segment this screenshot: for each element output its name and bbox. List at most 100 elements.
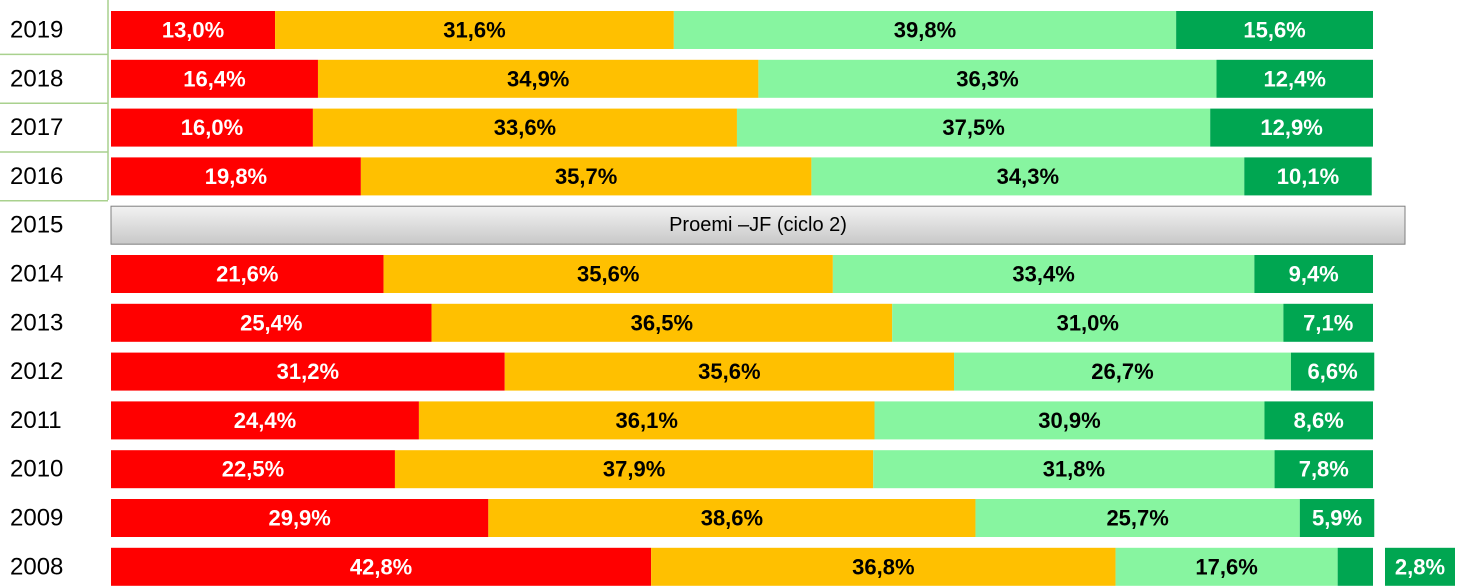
bar-segment: [111, 11, 276, 49]
bar-segment: [111, 499, 489, 537]
value-label: 38,6%: [701, 506, 763, 531]
value-label: 37,9%: [603, 457, 665, 482]
bar-segment: [111, 450, 395, 489]
value-label: 7,8%: [1299, 457, 1349, 482]
bar-segment: [1115, 547, 1338, 586]
bar-segment: [394, 450, 874, 489]
value-label: 33,6%: [494, 115, 556, 140]
bar-segment: [1216, 59, 1373, 98]
value-label: 21,6%: [216, 262, 278, 287]
category-label: 2016: [10, 163, 63, 190]
value-label: 30,9%: [1038, 408, 1100, 433]
value-label: 25,4%: [240, 310, 302, 335]
bar-segment: [111, 255, 384, 293]
value-label: 13,0%: [162, 18, 224, 43]
bar-segment: [1244, 157, 1372, 196]
value-label: 16,4%: [183, 66, 245, 91]
value-label: 22,5%: [222, 457, 284, 482]
bar-segment: [488, 499, 976, 537]
bar-segment: [111, 59, 318, 98]
annotation: Proemi –JF (ciclo 2): [669, 214, 847, 236]
value-label: 7,1%: [1303, 310, 1353, 335]
value-label: 10,1%: [1277, 164, 1339, 189]
value-label: 37,5%: [942, 115, 1004, 140]
bar-segment: [892, 303, 1284, 342]
value-label: 24,4%: [234, 408, 296, 433]
value-label: 19,8%: [205, 164, 267, 189]
value-label: 26,7%: [1091, 359, 1153, 384]
bar-segment: [1210, 108, 1373, 147]
bar-segment: [111, 352, 505, 391]
bar-segment: [1283, 303, 1373, 342]
value-label: 35,7%: [555, 164, 617, 189]
bar-segment: [418, 401, 875, 440]
value-label: 35,6%: [577, 262, 639, 287]
bar-segment: [1274, 450, 1373, 489]
bar-segment: [317, 59, 759, 98]
category-label: 2013: [10, 309, 63, 336]
value-label: 6,6%: [1308, 359, 1358, 384]
bar-segment: [383, 255, 833, 293]
label-box: [1385, 547, 1455, 586]
category-label: 2011: [10, 407, 62, 434]
bar-segment: [651, 547, 1116, 586]
bar-segment: [111, 401, 419, 440]
bar-segment: [312, 108, 737, 147]
value-label: 29,9%: [268, 506, 330, 531]
value-label: 16,0%: [181, 115, 243, 140]
bar-segment: [1290, 352, 1375, 391]
value-label: 8,6%: [1294, 408, 1344, 433]
bar-segment: [1264, 401, 1373, 440]
bar-segment: [758, 59, 1217, 98]
bar-segment: [1254, 255, 1373, 293]
bar-segment: [873, 450, 1275, 489]
bar-segment: [504, 352, 955, 391]
value-label: 36,1%: [616, 408, 678, 433]
bar-segment: [954, 352, 1291, 391]
bar-segment: [1337, 547, 1373, 586]
value-label: 42,8%: [350, 554, 412, 579]
value-label: 34,9%: [507, 66, 569, 91]
value-label: 31,6%: [443, 18, 505, 43]
value-label: 31,0%: [1057, 310, 1119, 335]
bar-segment: [431, 303, 893, 342]
value-label: 36,8%: [852, 554, 914, 579]
bar-segment: [111, 547, 652, 586]
bar-segment: [275, 11, 674, 49]
bar-segment: [111, 303, 432, 342]
bar-segment: [874, 401, 1265, 440]
value-label: 25,7%: [1106, 506, 1168, 531]
category-label: 2018: [10, 65, 63, 92]
bar-segment: [360, 157, 812, 196]
value-label: 34,3%: [997, 164, 1059, 189]
value-label: 5,9%: [1312, 506, 1362, 531]
category-label: 2017: [10, 114, 63, 141]
value-label: 12,9%: [1260, 115, 1322, 140]
value-label: 2,8%: [1395, 554, 1445, 579]
category-label: 2010: [10, 456, 63, 483]
value-label: 35,6%: [698, 359, 760, 384]
category-label: 2014: [10, 261, 63, 288]
category-label: 2015: [10, 212, 63, 239]
value-label: 17,6%: [1195, 554, 1257, 579]
bar-segment: [736, 108, 1211, 147]
category-label: 2019: [10, 17, 63, 44]
bar-segment: [673, 11, 1177, 49]
value-label: 33,4%: [1012, 262, 1074, 287]
value-label: 39,8%: [894, 18, 956, 43]
value-label: 36,3%: [956, 66, 1018, 91]
category-label: 2009: [10, 505, 63, 532]
bar-segment: [832, 255, 1255, 293]
annotation-box: [110, 205, 1406, 245]
value-label: 36,5%: [631, 310, 693, 335]
bar-segment: [1176, 11, 1373, 49]
bar-segment: [111, 108, 313, 147]
value-label: 9,4%: [1289, 262, 1339, 287]
value-label: 15,6%: [1243, 18, 1305, 43]
value-label: 31,8%: [1043, 457, 1105, 482]
value-label: 12,4%: [1264, 66, 1326, 91]
bar-segment: [1299, 499, 1375, 537]
value-label: 31,2%: [277, 359, 339, 384]
bar-segment: [975, 499, 1300, 537]
